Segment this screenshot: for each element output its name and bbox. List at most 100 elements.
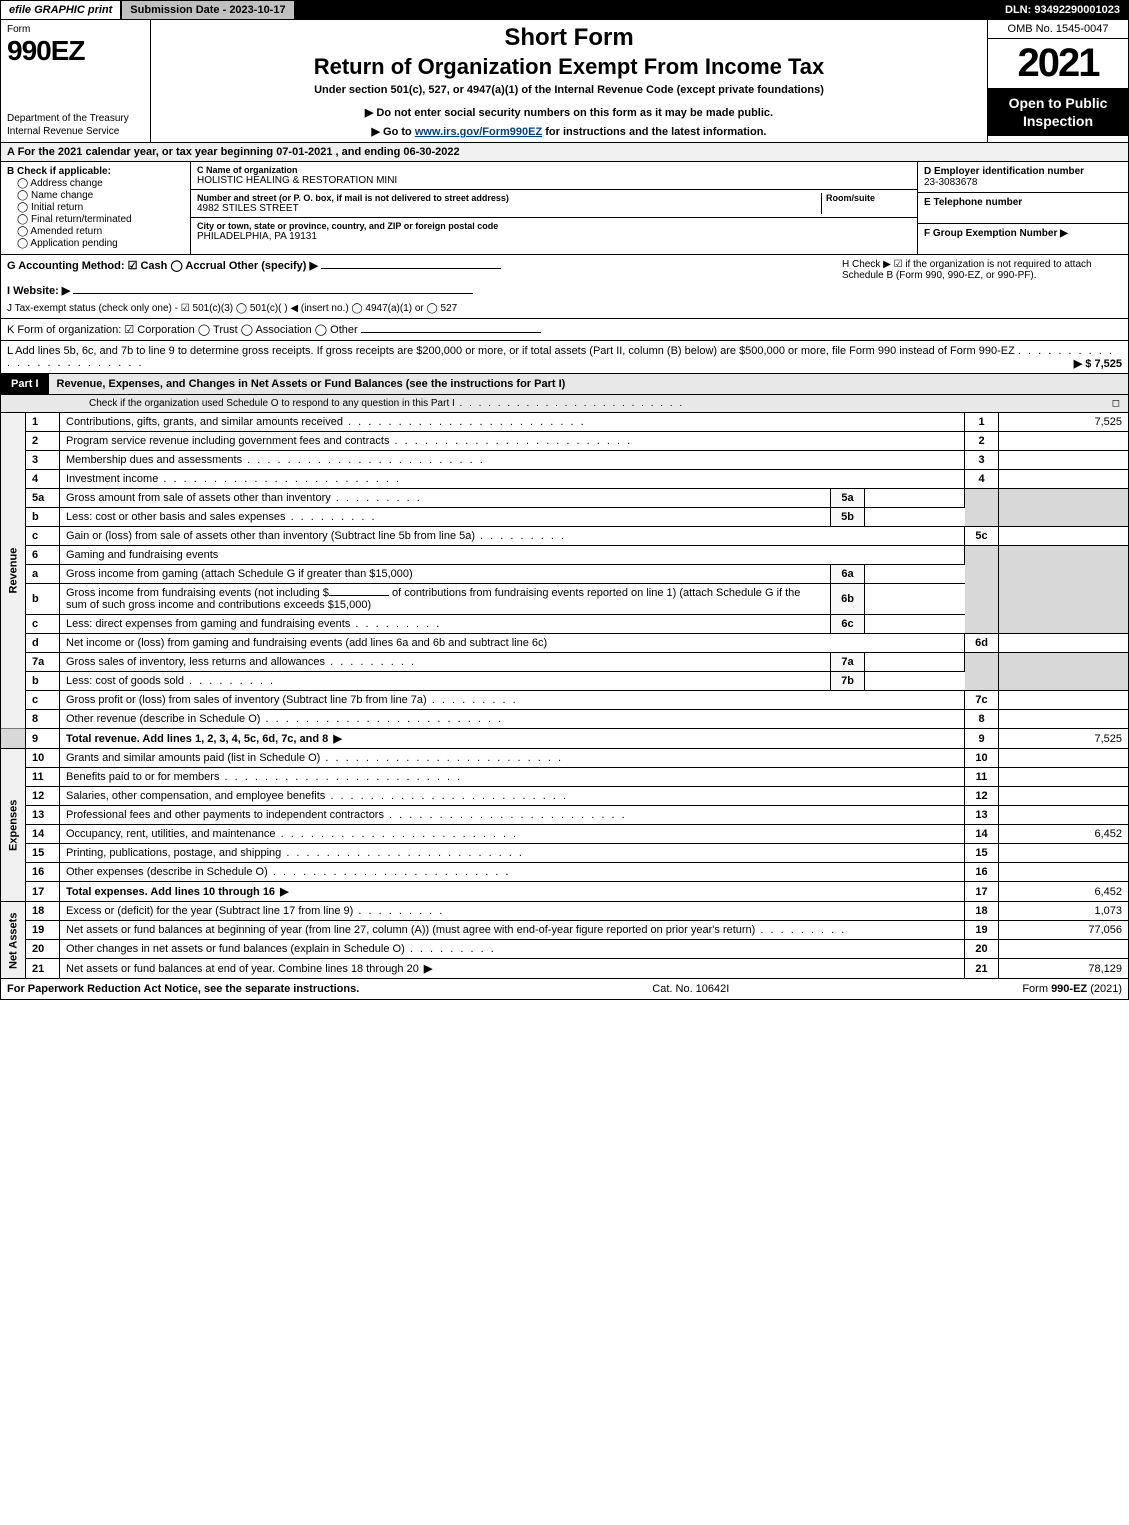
form-number: 990EZ xyxy=(7,35,144,67)
row-10: Expenses 10 Grants and similar amounts p… xyxy=(1,749,1129,768)
l-amount: ▶ $ 7,525 xyxy=(1074,357,1122,370)
row-6c: c Less: direct expenses from gaming and … xyxy=(1,615,1129,634)
row-18: Net Assets 18 Excess or (deficit) for th… xyxy=(1,902,1129,921)
row-6: 6 Gaming and fundraising events xyxy=(1,546,1129,565)
chk-initial-return[interactable]: Initial return xyxy=(17,202,184,213)
row-19: 19 Net assets or fund balances at beginn… xyxy=(1,921,1129,940)
top-bar: efile GRAPHIC print Submission Date - 20… xyxy=(0,0,1129,20)
part1-sub: Check if the organization used Schedule … xyxy=(0,395,1129,413)
ein-value: 23-3083678 xyxy=(924,177,1122,188)
c-city-row: City or town, state or province, country… xyxy=(191,218,917,245)
side-netassets: Net Assets xyxy=(1,902,26,979)
row-5b: b Less: cost or other basis and sales ex… xyxy=(1,508,1129,527)
row-3: 3 Membership dues and assessments 3 xyxy=(1,451,1129,470)
section-def: D Employer identification number 23-3083… xyxy=(918,162,1128,254)
chk-name-change[interactable]: Name change xyxy=(17,190,184,201)
l-gross-receipts: L Add lines 5b, 6c, and 7b to line 9 to … xyxy=(0,341,1129,374)
header-center: Short Form Return of Organization Exempt… xyxy=(151,20,988,142)
row-9: 9 Total revenue. Add lines 1, 2, 3, 4, 5… xyxy=(1,729,1129,749)
row-7c: c Gross profit or (loss) from sales of i… xyxy=(1,691,1129,710)
row-6d: d Net income or (loss) from gaming and f… xyxy=(1,634,1129,653)
row-11: 11 Benefits paid to or for members 11 xyxy=(1,768,1129,787)
row-2: 2 Program service revenue including gove… xyxy=(1,432,1129,451)
row-7a: 7a Gross sales of inventory, less return… xyxy=(1,653,1129,672)
side-revenue: Revenue xyxy=(1,413,26,729)
f-group-label: F Group Exemption Number ▶ xyxy=(924,228,1122,239)
f-group-row: F Group Exemption Number ▶ xyxy=(918,224,1128,243)
row-16: 16 Other expenses (describe in Schedule … xyxy=(1,863,1129,882)
chk-amended-return[interactable]: Amended return xyxy=(17,226,184,237)
side-expenses: Expenses xyxy=(1,749,26,902)
chk-address-change[interactable]: Address change xyxy=(17,178,184,189)
paperwork-notice: For Paperwork Reduction Act Notice, see … xyxy=(7,983,359,995)
part1-checkbox[interactable]: ◻ xyxy=(1112,398,1120,409)
tax-year: 2021 xyxy=(988,39,1128,88)
g-accounting: G Accounting Method: ☑ Cash ◯ Accrual Ot… xyxy=(7,259,842,272)
e-tel-label: E Telephone number xyxy=(924,197,1122,208)
instructions-link-row: ▶ Go to www.irs.gov/Form990EZ for instru… xyxy=(157,125,981,138)
omb-number: OMB No. 1545-0047 xyxy=(988,20,1128,39)
j-tax-exempt: J Tax-exempt status (check only one) - ☑… xyxy=(7,303,842,314)
row-13: 13 Professional fees and other payments … xyxy=(1,806,1129,825)
efile-print-label[interactable]: efile GRAPHIC print xyxy=(1,1,120,19)
part1-header: Part I Revenue, Expenses, and Changes in… xyxy=(0,374,1129,395)
chk-final-return[interactable]: Final return/terminated xyxy=(17,214,184,225)
row-17: 17 Total expenses. Add lines 10 through … xyxy=(1,882,1129,902)
row-14: 14 Occupancy, rent, utilities, and maint… xyxy=(1,825,1129,844)
topbar-spacer xyxy=(296,1,997,19)
row-15: 15 Printing, publications, postage, and … xyxy=(1,844,1129,863)
k-form-org: K Form of organization: ☑ Corporation ◯ … xyxy=(0,319,1129,341)
bcd-block: B Check if applicable: Address change Na… xyxy=(0,162,1129,255)
row-gh: G Accounting Method: ☑ Cash ◯ Accrual Ot… xyxy=(0,255,1129,319)
submission-date: Submission Date - 2023-10-17 xyxy=(120,1,295,19)
row-6b: b Gross income from fundraising events (… xyxy=(1,584,1129,615)
c-street-label: Number and street (or P. O. box, if mail… xyxy=(197,193,821,203)
form-header: Form 990EZ Department of the Treasury In… xyxy=(0,20,1129,143)
org-name: HOLISTIC HEALING & RESTORATION MINI xyxy=(197,175,911,186)
row-6a: a Gross income from gaming (attach Sched… xyxy=(1,565,1129,584)
return-title: Return of Organization Exempt From Incom… xyxy=(157,54,981,80)
c-street-row: Number and street (or P. O. box, if mail… xyxy=(191,190,917,218)
form-id-label: Form 990-EZ (2021) xyxy=(1022,983,1122,995)
under-section-text: Under section 501(c), 527, or 4947(a)(1)… xyxy=(157,84,981,96)
irs-link[interactable]: www.irs.gov/Form990EZ xyxy=(415,126,542,138)
department-label: Department of the Treasury Internal Reve… xyxy=(7,112,144,138)
room-label: Room/suite xyxy=(826,193,911,203)
h-schedule-b: H Check ▶ ☑ if the organization is not r… xyxy=(842,259,1122,281)
i-website-label: I Website: ▶ xyxy=(7,285,70,297)
row-4: 4 Investment income 4 xyxy=(1,470,1129,489)
dln-label: DLN: 93492290001023 xyxy=(997,1,1128,19)
row-20: 20 Other changes in net assets or fund b… xyxy=(1,940,1129,959)
website-field[interactable] xyxy=(73,293,473,294)
c-name-row: C Name of organization HOLISTIC HEALING … xyxy=(191,162,917,190)
chk-application-pending[interactable]: Application pending xyxy=(17,238,184,249)
page-footer: For Paperwork Reduction Act Notice, see … xyxy=(0,979,1129,1000)
link-prefix: ▶ Go to xyxy=(372,126,415,138)
header-right: OMB No. 1545-0047 2021 Open to Public In… xyxy=(988,20,1128,142)
short-form-title: Short Form xyxy=(157,24,981,52)
org-city: PHILADELPHIA, PA 19131 xyxy=(197,231,911,242)
section-c: C Name of organization HOLISTIC HEALING … xyxy=(191,162,918,254)
cat-no: Cat. No. 10642I xyxy=(652,983,729,995)
row-7b: b Less: cost of goods sold 7b xyxy=(1,672,1129,691)
row-12: 12 Salaries, other compensation, and emp… xyxy=(1,787,1129,806)
row-8: 8 Other revenue (describe in Schedule O)… xyxy=(1,710,1129,729)
form-label: Form xyxy=(7,24,144,35)
row-5c: c Gain or (loss) from sale of assets oth… xyxy=(1,527,1129,546)
part1-tag: Part I xyxy=(1,374,49,394)
part1-table: Revenue 1 Contributions, gifts, grants, … xyxy=(0,413,1129,979)
part1-desc: Revenue, Expenses, and Changes in Net As… xyxy=(49,374,1128,394)
open-to-public: Open to Public Inspection xyxy=(988,88,1128,136)
d-ein-row: D Employer identification number 23-3083… xyxy=(918,162,1128,193)
c-city-label: City or town, state or province, country… xyxy=(197,221,911,231)
e-tel-row: E Telephone number xyxy=(918,193,1128,224)
org-street: 4982 STILES STREET xyxy=(197,203,821,214)
link-suffix: for instructions and the latest informat… xyxy=(542,126,766,138)
section-a-taxyear: A For the 2021 calendar year, or tax yea… xyxy=(0,143,1129,162)
section-b: B Check if applicable: Address change Na… xyxy=(1,162,191,254)
row-5a: 5a Gross amount from sale of assets othe… xyxy=(1,489,1129,508)
c-name-label: C Name of organization xyxy=(197,165,911,175)
row-21: 21 Net assets or fund balances at end of… xyxy=(1,959,1129,979)
row-1: Revenue 1 Contributions, gifts, grants, … xyxy=(1,413,1129,432)
d-ein-label: D Employer identification number xyxy=(924,166,1122,177)
